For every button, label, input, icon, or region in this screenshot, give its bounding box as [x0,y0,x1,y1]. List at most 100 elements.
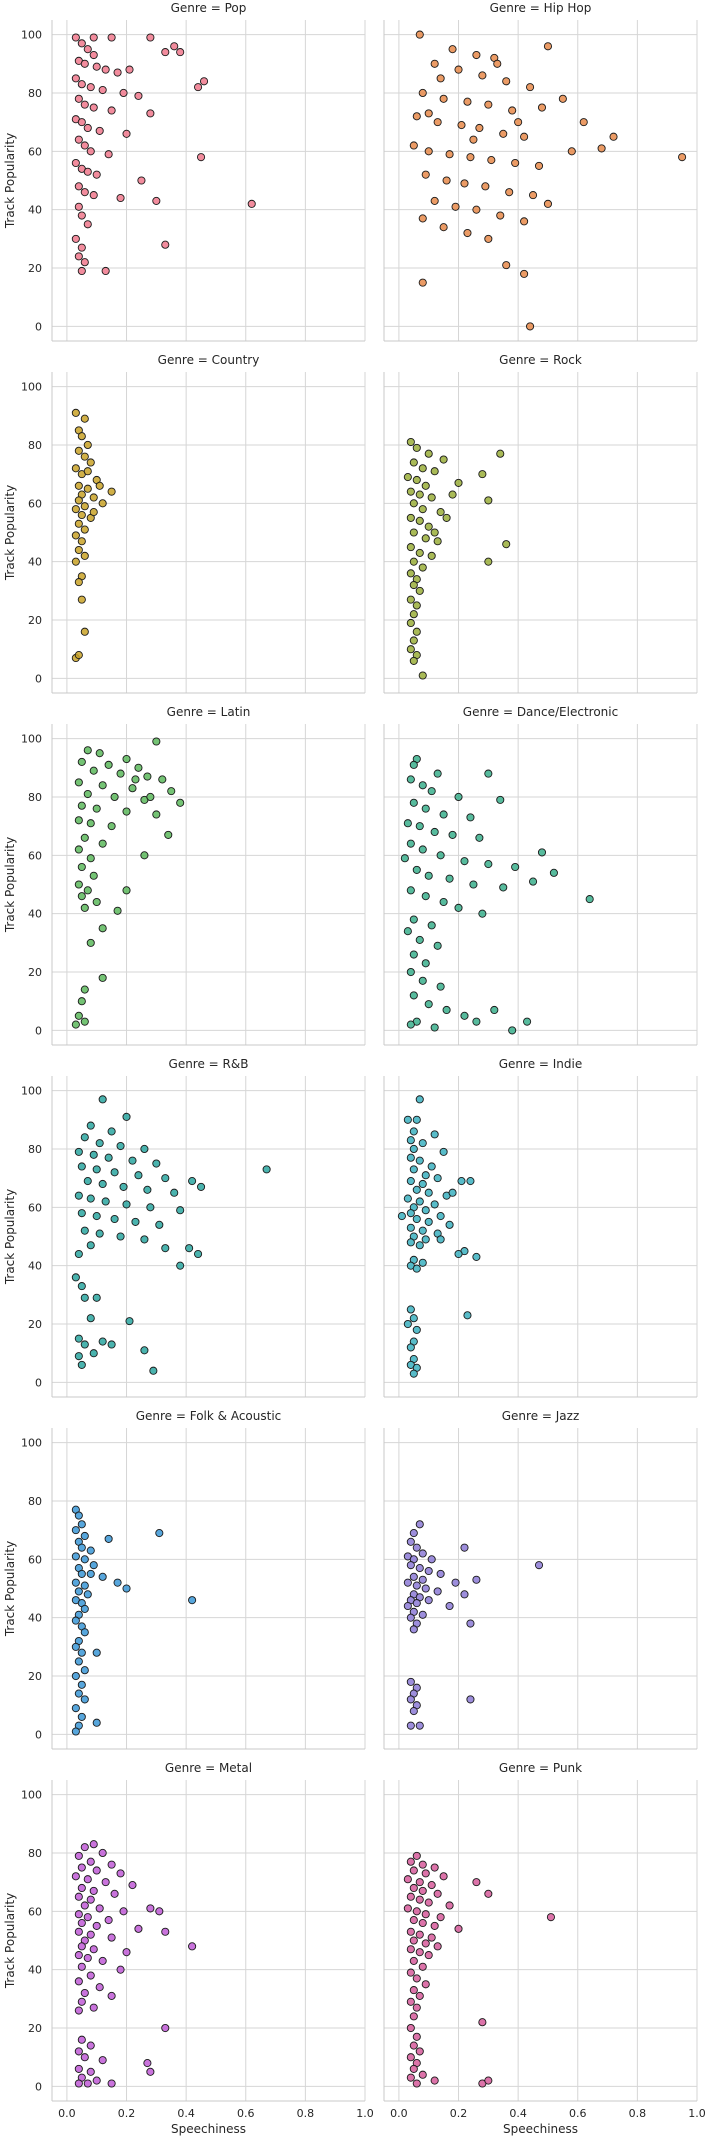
data-point [77,1162,86,1171]
y-tick-label: 0 [35,1728,42,1741]
data-point [409,1144,418,1154]
data-point [95,126,104,135]
data-point [454,903,463,912]
data-point [427,1933,436,1942]
data-point [80,452,89,461]
data-point [406,775,415,784]
data-point [424,449,433,458]
facet-title: Genre = Hip Hop [490,1,592,15]
data-point [107,1991,116,2000]
data-point [409,2041,418,2050]
data-point [146,109,155,118]
data-point [415,516,424,525]
data-point [92,62,101,71]
data-point [188,1942,197,1951]
data-point [74,1689,83,1698]
data-point [71,33,80,42]
data-point [415,1156,424,1165]
data-point [433,1174,442,1183]
data-point [80,1988,89,1998]
data-point [71,557,80,566]
data-point [104,1534,113,1543]
data-point [104,760,113,769]
data-point [74,182,83,191]
data-point [546,1913,555,1922]
data-point [505,188,514,197]
y-tick-label: 100 [21,1085,42,1098]
data-point [86,1895,95,1904]
data-point [74,135,83,144]
data-point [454,792,463,802]
data-point [122,807,131,816]
data-point [406,1343,415,1352]
data-point [101,266,110,276]
data-point [406,645,415,654]
data-point [71,1704,80,1713]
data-point [460,857,469,866]
data-point [549,868,558,877]
data-point [406,1857,415,1866]
data-point [86,1121,95,1130]
data-point [80,1666,89,1675]
x-tick-label: 1.0 [688,2107,706,2120]
data-point [89,1945,98,1954]
data-point [262,1165,271,1174]
data-point [409,1986,418,1995]
x-tick-label: 0.6 [569,2107,587,2120]
data-point [418,1962,427,1971]
x-tick-label: 0.4 [177,2107,195,2120]
data-point [98,1848,107,1858]
data-point [92,897,101,907]
y-axis-label: Track Popularity [3,1541,17,1637]
data-point [77,2035,86,2044]
data-point [406,1177,415,1186]
data-point [514,118,523,127]
data-point [74,845,83,854]
data-point [415,1197,424,1206]
data-point [164,830,173,839]
data-point [430,1921,439,1930]
data-point [74,202,83,211]
data-point [418,1179,427,1189]
data-point [83,220,92,229]
data-point [439,455,448,464]
data-point [502,540,511,549]
y-tick-label: 0 [35,672,42,685]
data-point [143,2059,152,2068]
data-point [406,1927,415,1936]
data-point [406,1892,415,1901]
data-point [445,150,454,159]
data-point [74,2047,83,2056]
data-point [116,1869,125,1878]
y-tick-label: 20 [28,614,42,627]
data-point [406,595,415,604]
data-point [125,65,134,74]
data-point [80,414,89,423]
data-point [409,580,418,590]
data-point [71,1727,80,1736]
data-point [469,880,478,889]
y-tick-label: 40 [28,556,42,569]
data-point [496,449,505,458]
data-point [427,493,436,502]
y-tick-label: 20 [28,966,42,979]
data-point [412,1599,421,1608]
data-point [134,1171,143,1180]
y-tick-label: 60 [28,849,42,862]
data-point [80,1695,89,1704]
data-point [412,1325,421,1334]
data-point [86,819,95,828]
data-point [430,528,439,537]
data-point [95,1983,104,1992]
data-point [409,499,418,508]
data-point [406,886,415,895]
data-point [528,877,538,886]
data-point [83,440,92,450]
y-tick-label: 80 [28,87,42,100]
data-point [104,1153,113,1162]
data-point [128,1881,137,1890]
data-point [80,1581,89,1590]
data-point [77,1543,86,1552]
data-point [80,1340,89,1349]
data-point [86,1314,95,1323]
